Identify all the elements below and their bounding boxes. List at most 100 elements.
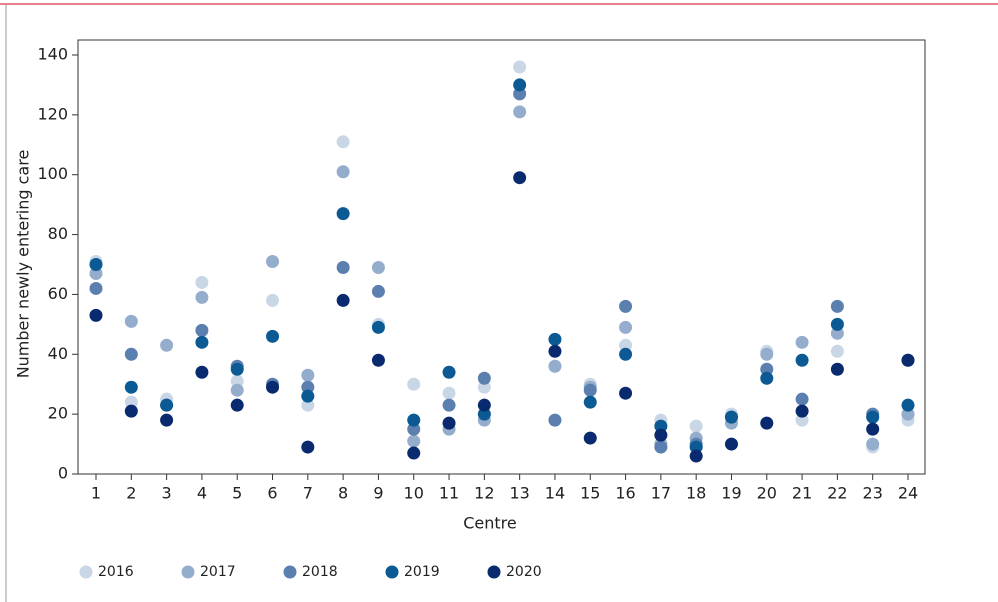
x-tick-label: 8 bbox=[338, 484, 348, 503]
x-tick-label: 23 bbox=[863, 484, 883, 503]
dot bbox=[795, 353, 809, 367]
legend-label: 2020 bbox=[506, 564, 542, 580]
dot bbox=[513, 78, 527, 92]
legend-marker bbox=[79, 565, 93, 579]
dot bbox=[195, 290, 209, 304]
dot bbox=[583, 431, 597, 445]
x-tick-label: 18 bbox=[686, 484, 706, 503]
dot bbox=[89, 266, 103, 280]
dot bbox=[477, 407, 491, 421]
x-tick-label: 17 bbox=[651, 484, 671, 503]
dot bbox=[266, 293, 280, 307]
x-tick-label: 7 bbox=[303, 484, 313, 503]
dot bbox=[89, 258, 103, 271]
dot bbox=[901, 398, 915, 412]
x-tick-label: 13 bbox=[509, 484, 529, 503]
dot bbox=[442, 365, 456, 379]
dot bbox=[336, 260, 350, 274]
x-tick-label: 9 bbox=[373, 484, 383, 503]
dot bbox=[760, 362, 774, 376]
x-tick-label: 4 bbox=[197, 484, 207, 503]
dot bbox=[901, 353, 915, 367]
legend-marker bbox=[385, 565, 399, 579]
dot bbox=[866, 410, 880, 424]
y-tick-label: 140 bbox=[37, 45, 68, 64]
dot bbox=[583, 395, 597, 409]
dot bbox=[795, 404, 809, 418]
dot bbox=[266, 329, 280, 343]
dot bbox=[301, 380, 315, 394]
dot bbox=[477, 380, 491, 394]
dot bbox=[124, 404, 138, 418]
dot bbox=[619, 386, 633, 400]
dot bbox=[513, 171, 527, 185]
dot bbox=[336, 135, 350, 149]
y-tick-label: 40 bbox=[48, 344, 68, 363]
dot bbox=[371, 320, 385, 334]
x-tick-label: 22 bbox=[827, 484, 847, 503]
dot bbox=[407, 422, 421, 436]
dot bbox=[689, 449, 703, 463]
y-tick-label: 80 bbox=[48, 224, 68, 243]
x-tick-label: 19 bbox=[721, 484, 741, 503]
dot bbox=[124, 395, 138, 409]
dot bbox=[619, 299, 633, 313]
dot bbox=[89, 308, 103, 322]
dot bbox=[160, 413, 174, 427]
dot bbox=[548, 332, 562, 346]
dot bbox=[830, 299, 844, 313]
x-axis-label: Centre bbox=[463, 514, 517, 533]
dot bbox=[195, 335, 209, 349]
dot bbox=[160, 338, 174, 352]
dot bbox=[583, 383, 597, 397]
dot bbox=[724, 437, 738, 451]
dot bbox=[866, 422, 880, 436]
x-tick-label: 16 bbox=[615, 484, 635, 503]
dot bbox=[619, 347, 633, 361]
dot bbox=[301, 389, 315, 403]
dot bbox=[477, 371, 491, 385]
dot bbox=[407, 413, 421, 427]
dot bbox=[548, 344, 562, 358]
dot bbox=[513, 87, 527, 101]
dot bbox=[760, 416, 774, 430]
dot bbox=[195, 323, 209, 337]
dot bbox=[336, 165, 350, 179]
legend-marker bbox=[283, 565, 297, 579]
dot bbox=[442, 398, 456, 412]
dot bbox=[795, 335, 809, 349]
dot bbox=[124, 314, 138, 328]
y-tick-label: 120 bbox=[37, 104, 68, 123]
dot bbox=[477, 398, 491, 412]
dot bbox=[760, 371, 774, 385]
dot bbox=[230, 374, 244, 388]
dot bbox=[124, 380, 138, 394]
legend-label: 2016 bbox=[98, 564, 134, 580]
y-tick-label: 60 bbox=[48, 284, 68, 303]
dot bbox=[160, 398, 174, 412]
dot bbox=[901, 407, 915, 421]
dot bbox=[301, 368, 315, 382]
y-axis-label: Number newly entering care bbox=[14, 150, 33, 379]
legend-marker bbox=[487, 565, 501, 579]
dot bbox=[266, 255, 280, 269]
dot bbox=[230, 383, 244, 397]
x-tick-label: 20 bbox=[757, 484, 777, 503]
dot bbox=[866, 437, 880, 451]
dot bbox=[230, 362, 244, 376]
dot bbox=[619, 320, 633, 334]
dot bbox=[654, 428, 668, 442]
dot bbox=[301, 398, 315, 412]
x-tick-label: 2 bbox=[126, 484, 136, 503]
dot bbox=[830, 317, 844, 331]
dot bbox=[760, 347, 774, 361]
legend-label: 2018 bbox=[302, 564, 338, 580]
dot bbox=[336, 207, 350, 221]
dot bbox=[548, 413, 562, 427]
dot bbox=[195, 365, 209, 379]
dot bbox=[124, 347, 138, 361]
dot bbox=[442, 386, 456, 400]
dot bbox=[689, 419, 703, 433]
dot bbox=[654, 419, 668, 433]
dot bbox=[724, 410, 738, 424]
